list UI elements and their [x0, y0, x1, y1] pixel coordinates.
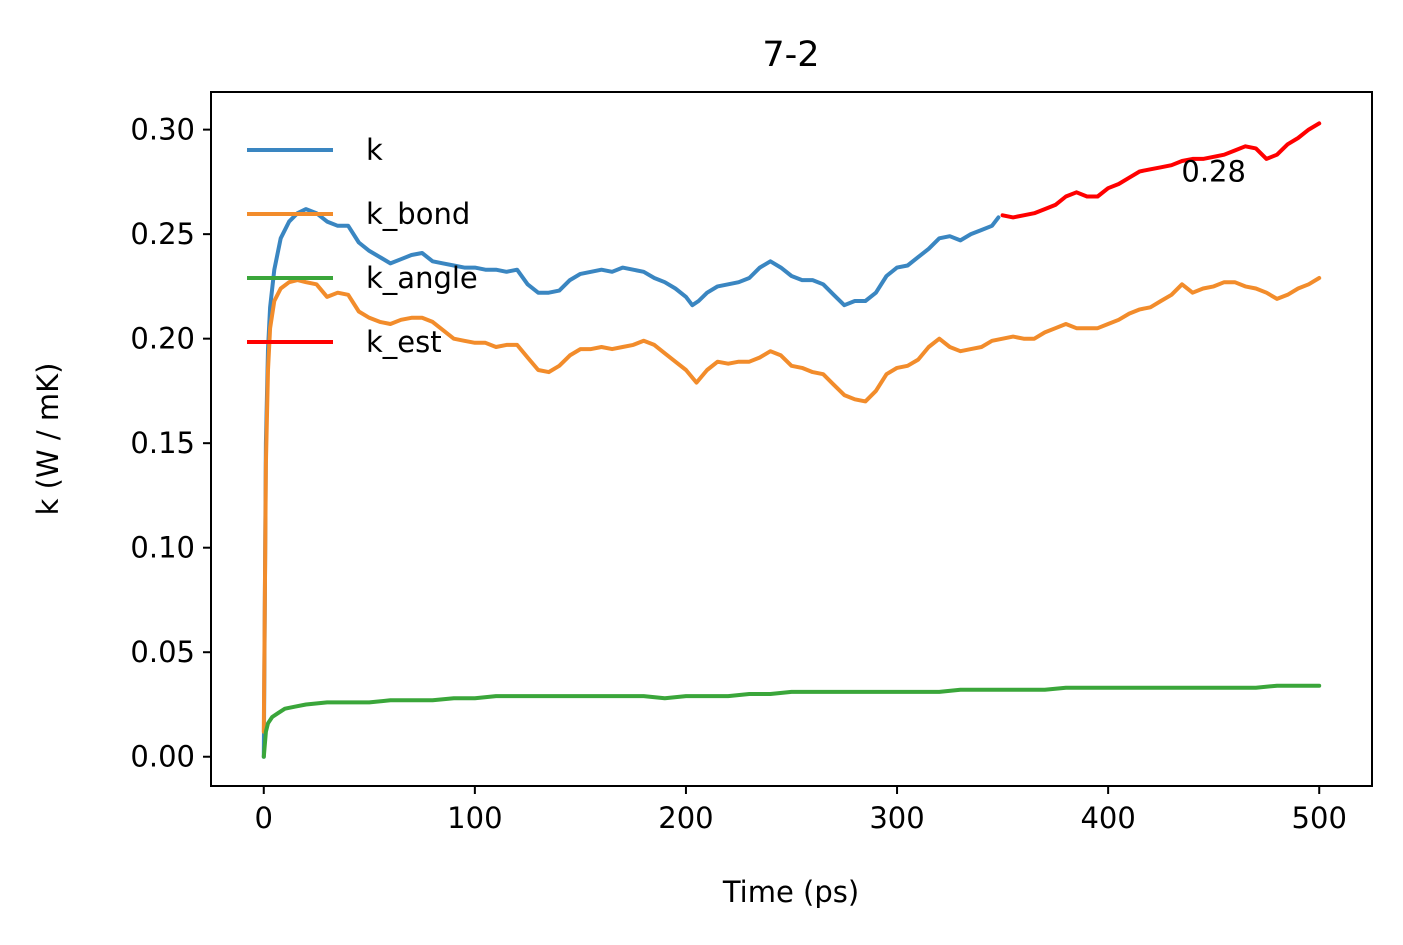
y-tick-label: 0.30 — [130, 113, 195, 147]
x-tick-label: 0 — [255, 801, 273, 835]
legend-label-k: k — [366, 133, 383, 167]
chart-title: 7-2 — [762, 35, 819, 75]
y-tick-label: 0.10 — [130, 531, 195, 565]
legend-label-k-bond: k_bond — [366, 197, 470, 231]
y-axis-ticks: 0.00 0.05 0.10 0.15 0.20 0.25 0.30 — [130, 113, 211, 774]
series-line-k-angle — [261, 683, 1322, 759]
x-tick-label: 200 — [658, 801, 713, 835]
y-tick-label: 0.15 — [130, 426, 195, 460]
x-axis-title: Time (ps) — [722, 875, 859, 909]
y-axis-title: k (W / mK) — [31, 363, 65, 516]
legend-label-k-angle: k_angle — [366, 261, 478, 295]
plot-frame — [210, 91, 1373, 787]
series-line-k-est — [1000, 121, 1322, 220]
x-axis-ticks: 0 100 200 300 400 500 — [255, 786, 1347, 835]
x-tick-label: 500 — [1292, 801, 1347, 835]
legend: k k_bond k_angle k_est — [247, 133, 478, 359]
y-tick-label: 0.20 — [130, 322, 195, 356]
legend-label-k-est: k_est — [366, 325, 442, 359]
series-line-k — [261, 207, 1001, 759]
y-tick-label: 0.25 — [130, 217, 195, 251]
series-layer — [261, 121, 1322, 759]
series-line-k-bond — [261, 276, 1322, 734]
y-tick-label: 0.05 — [130, 635, 195, 669]
y-tick-label: 0.00 — [130, 740, 195, 774]
estimate-annotation: 0.28 — [1181, 154, 1246, 188]
x-tick-label: 100 — [447, 801, 502, 835]
x-tick-label: 300 — [869, 801, 924, 835]
x-tick-label: 400 — [1080, 801, 1135, 835]
